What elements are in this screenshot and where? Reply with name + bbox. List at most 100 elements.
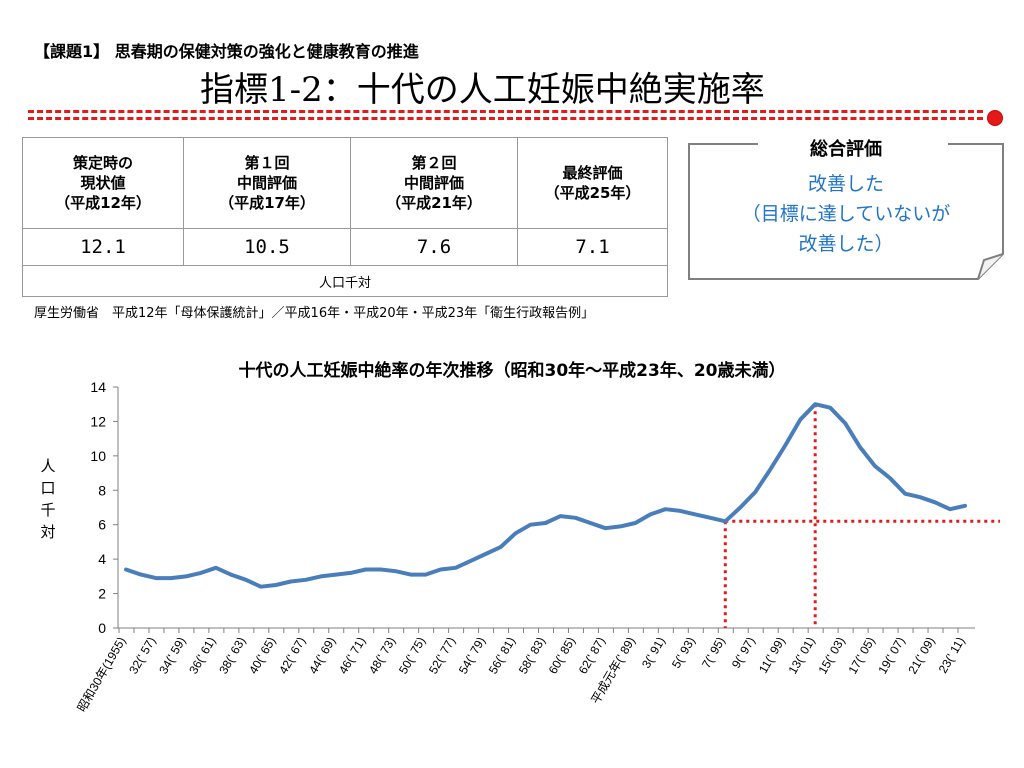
x-tick-label: 62(' 87) <box>576 634 608 676</box>
x-tick-label: 52(' 77) <box>426 634 458 676</box>
x-tick-label: 48(' 73) <box>366 634 398 676</box>
data-point <box>529 523 533 527</box>
data-point <box>708 516 712 520</box>
x-tick-label: 44(' 69) <box>306 634 338 676</box>
data-point <box>693 512 697 516</box>
data-point <box>514 531 518 535</box>
data-point <box>963 504 967 508</box>
x-tick-label: 23(' 11) <box>936 634 968 675</box>
data-point <box>169 576 173 580</box>
evaluation-table: 策定時の 現状値 （平成12年） 第１回 中間評価 （平成17年） 第２回 中間… <box>22 137 668 297</box>
y-tick-label: 4 <box>98 551 106 567</box>
data-point <box>409 573 413 577</box>
data-point <box>618 524 622 528</box>
x-tick-label: 3(' 91) <box>639 634 668 670</box>
data-point <box>319 574 323 578</box>
x-tick-label: 15(' 03) <box>815 634 847 676</box>
data-point <box>454 566 458 570</box>
evaluation-title: 総合評価 <box>810 139 882 160</box>
data-point <box>424 573 428 577</box>
x-tick-label: 34(' 59) <box>156 634 188 676</box>
x-tick-label: 40(' 65) <box>246 634 278 676</box>
data-point <box>873 464 877 468</box>
x-tick-label: 昭和30年(1955) <box>74 635 128 715</box>
x-tick-label: 11(' 99) <box>756 634 788 675</box>
y-tick-label: 6 <box>98 517 106 533</box>
section-heading: 【課題1】 思春期の保健対策の強化と健康教育の推進 <box>34 42 419 61</box>
x-tick-label: 32(' 57) <box>126 634 158 676</box>
y-tick-label: 12 <box>90 413 106 429</box>
table-header-cell: 第２回 中間評価 （平成21年） <box>350 137 518 229</box>
data-point <box>783 444 787 448</box>
data-point <box>933 500 937 504</box>
data-point <box>903 492 907 496</box>
data-point <box>858 445 862 449</box>
x-tick-label: 21(' 09) <box>905 634 937 676</box>
evaluation-box: 総合評価 改善した （目標に達していないが 改善した） <box>688 139 1004 281</box>
data-point <box>798 418 802 422</box>
series-line <box>124 402 967 589</box>
evaluation-text: 改善した （目標に達していないが 改善した） <box>688 169 1004 259</box>
data-point <box>139 573 143 577</box>
data-point <box>124 567 128 571</box>
y-tick-label: 0 <box>98 620 106 636</box>
x-tick-label: 5(' 93) <box>669 634 698 670</box>
x-tick-label: 17(' 05) <box>845 634 877 676</box>
data-point <box>843 421 847 425</box>
data-point <box>813 402 817 406</box>
data-point <box>244 578 248 582</box>
data-point <box>738 506 742 509</box>
data-point <box>723 519 727 523</box>
evaluation-line: 改善した） <box>798 233 894 255</box>
data-point <box>259 585 263 589</box>
header-line: 現状値 <box>80 174 126 192</box>
data-point <box>184 574 188 578</box>
data-point <box>394 569 398 573</box>
title-divider <box>28 108 983 122</box>
data-point <box>558 514 562 518</box>
page-title: 指標1-2：十代の人工妊娠中絶実施率 <box>200 70 765 110</box>
data-point <box>918 495 922 499</box>
data-point <box>573 516 577 520</box>
table-unit-row: 人口千対 <box>22 265 668 297</box>
header-line: 策定時の <box>72 154 133 172</box>
y-axis-label-char: 対 <box>40 523 56 541</box>
data-point <box>588 521 592 525</box>
y-tick-label: 8 <box>98 482 106 498</box>
header-line: 第１回 <box>244 154 290 172</box>
y-axis-label-char: 千 <box>40 501 56 519</box>
table-header-row: 策定時の 現状値 （平成12年） 第１回 中間評価 （平成17年） 第２回 中間… <box>22 137 668 229</box>
header-line: （平成21年） <box>386 194 482 212</box>
data-point <box>229 573 233 577</box>
header-line: （平成12年） <box>55 194 151 212</box>
data-point <box>544 521 547 525</box>
x-tick-label: 50(' 75) <box>396 634 428 676</box>
data-point <box>154 576 158 580</box>
header-line: 中間評価 <box>236 174 297 192</box>
data-point <box>663 507 667 511</box>
table-header-cell: 最終評価 （平成25年） <box>517 137 668 229</box>
data-point <box>753 490 757 494</box>
table-header-cell: 第１回 中間評価 （平成17年） <box>183 137 351 229</box>
x-tick-label: 58(' 83) <box>516 634 548 676</box>
x-tick-label: 60(' 85) <box>546 634 578 676</box>
y-axis-label: 人口千対 <box>36 455 60 543</box>
source-note: 厚生労働省 平成12年「母体保護統計」／平成16年・平成20年・平成23年「衛生… <box>34 306 595 321</box>
data-point <box>334 573 338 577</box>
y-tick-label: 14 <box>90 379 106 395</box>
x-tick-label: 13(' 01) <box>785 634 817 676</box>
header-line: （平成17年） <box>219 194 315 212</box>
data-point <box>888 476 892 480</box>
data-point <box>439 567 443 571</box>
red-dot-icon <box>987 110 1003 126</box>
data-point <box>948 507 952 511</box>
x-tick-label: 7(' 95) <box>699 634 728 670</box>
data-point <box>499 545 503 549</box>
y-axis-label-char: 口 <box>40 479 56 497</box>
data-point <box>304 578 308 582</box>
data-point <box>484 552 488 556</box>
data-point <box>633 521 637 525</box>
table-unit-cell: 人口千対 <box>22 265 668 297</box>
x-tick-label: 38(' 63) <box>216 634 248 676</box>
x-tick-label: 54(' 79) <box>456 634 488 676</box>
